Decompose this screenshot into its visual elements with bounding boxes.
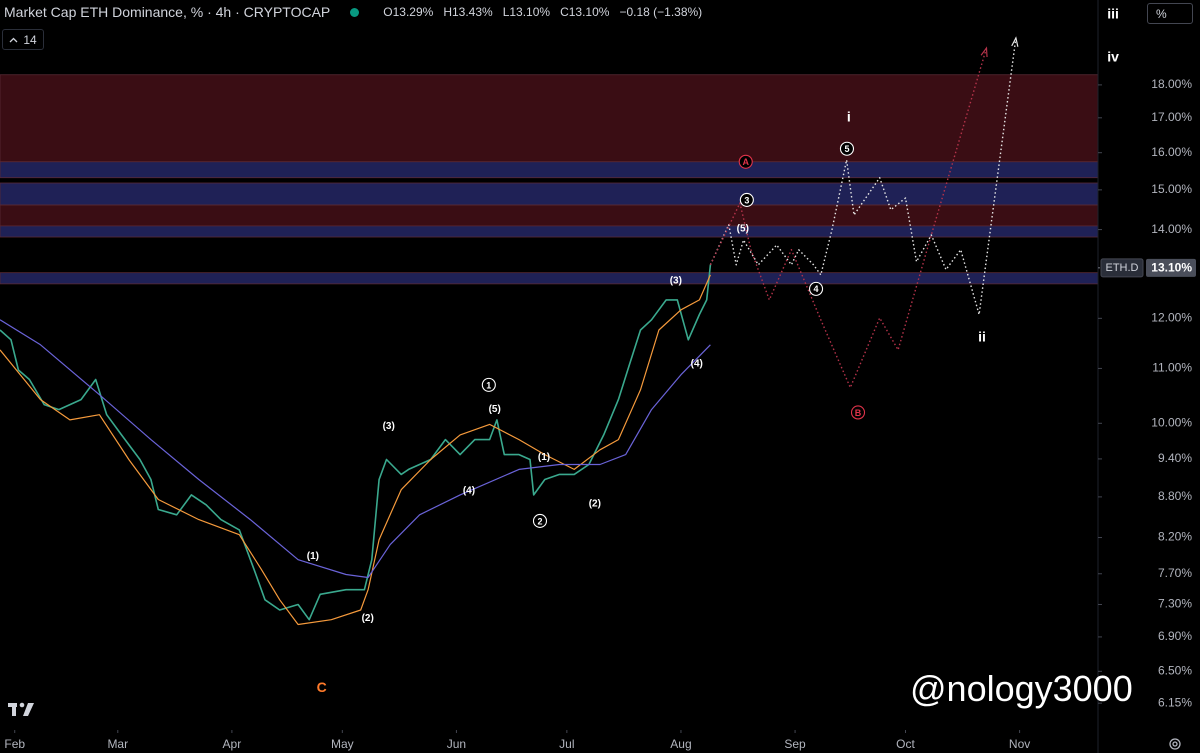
y-tick-label: 8.20% xyxy=(1158,530,1192,544)
y-tick-label: 9.40% xyxy=(1158,451,1192,465)
zone xyxy=(0,161,1099,179)
series-line xyxy=(709,47,988,389)
wave-label: (4) xyxy=(463,485,475,496)
chevron xyxy=(9,37,18,42)
tv-logo xyxy=(8,702,34,716)
y-tick-label: 7.30% xyxy=(1158,597,1192,611)
wave-circle xyxy=(850,405,866,420)
ohlc-change: −0.18 (−1.38%) xyxy=(619,5,703,19)
indicator-toggle[interactable]: 14 xyxy=(2,29,44,50)
wave-label: (1) xyxy=(307,551,319,562)
wave-label: 3 xyxy=(744,195,749,205)
y-tick-label: 15.00% xyxy=(1151,182,1192,196)
legend-header: Market Cap ETH Dominance, % · 4h · CRYPT… xyxy=(4,4,702,20)
wave-label: C xyxy=(317,679,327,695)
wave-label: i xyxy=(847,108,851,124)
y-tick-label: 8.80% xyxy=(1158,489,1192,503)
y-tick-label: 6.90% xyxy=(1158,629,1192,643)
x-tick-label: Jun xyxy=(447,737,466,751)
y-tick-label: 17.00% xyxy=(1151,110,1192,124)
wave-label: 5 xyxy=(844,144,849,154)
y-tick-label: 6.50% xyxy=(1158,663,1192,677)
wave-label: 2 xyxy=(537,516,542,526)
watermark: @nology3000 xyxy=(910,668,1133,709)
percent-label: % xyxy=(1156,6,1167,21)
ohlc-open: O13.29% xyxy=(383,5,434,19)
wave-circle xyxy=(808,281,824,296)
x-tick-label: Feb xyxy=(4,737,25,751)
price-tag-label: 13.10% xyxy=(1151,261,1192,275)
x-tick-label: Apr xyxy=(223,737,242,751)
arrow-head xyxy=(980,46,988,58)
y-tick-label: 11.00% xyxy=(1152,361,1192,375)
symbol-title[interactable]: Market Cap ETH Dominance, % · 4h · CRYPT… xyxy=(4,4,331,20)
wave-label: (2) xyxy=(589,498,601,509)
x-tick-label: Jul xyxy=(559,737,574,751)
series-line xyxy=(0,319,711,579)
wave-circle xyxy=(481,377,496,392)
symbol-tag-label: ETH.D xyxy=(1106,262,1139,274)
zone xyxy=(0,182,1099,206)
indicator-count: 14 xyxy=(23,32,37,47)
wave-label: iv xyxy=(1107,49,1119,65)
x-tick-label: Mar xyxy=(107,737,128,751)
y-tick-label: 16.00% xyxy=(1151,145,1192,159)
wave-label: (3) xyxy=(383,421,395,432)
series-line xyxy=(0,264,712,621)
y-tick-label: 10.00% xyxy=(1151,415,1192,429)
x-tick-label: Nov xyxy=(1009,737,1030,751)
zone xyxy=(0,204,1099,227)
y-tick-label: 7.70% xyxy=(1158,566,1192,580)
wave-label: B xyxy=(855,408,862,418)
wave-circle xyxy=(839,141,855,156)
wave-label: iii xyxy=(1107,6,1119,22)
wave-label: (5) xyxy=(737,224,749,235)
wave-label: ii xyxy=(978,329,986,345)
wave-label: (4) xyxy=(691,358,703,369)
wave-label: (1) xyxy=(538,452,550,463)
x-tick-label: May xyxy=(331,737,354,751)
price-tag xyxy=(1146,258,1196,277)
wave-label: (2) xyxy=(362,613,374,624)
ohlc-low: L13.10% xyxy=(502,5,551,19)
ohlc-high: H13.43% xyxy=(443,5,493,19)
wave-label: 1 xyxy=(486,380,491,390)
wave-label: 4 xyxy=(814,284,819,294)
settings-icon[interactable] xyxy=(1169,738,1181,750)
y-tick-label: 18.00% xyxy=(1151,77,1192,91)
x-tick-label: Sep xyxy=(784,737,806,751)
series-line xyxy=(709,37,1017,316)
symbol-tag xyxy=(1100,258,1144,278)
arrow-head xyxy=(1011,36,1019,47)
series-line xyxy=(0,274,711,626)
y-tick-label: 12.00% xyxy=(1151,311,1192,325)
y-tick-label: 14.00% xyxy=(1151,222,1192,236)
market-status xyxy=(350,7,360,17)
wave-circle xyxy=(532,513,548,528)
wave-label: A xyxy=(742,157,749,167)
ohlc-close: C13.10% xyxy=(560,5,610,19)
zone xyxy=(0,225,1099,238)
zone xyxy=(0,74,1099,163)
zone xyxy=(0,272,1099,285)
x-tick-label: Oct xyxy=(896,737,915,751)
y-tick-label: 6.15% xyxy=(1158,695,1192,709)
percent-scale-button[interactable]: % xyxy=(1147,3,1193,24)
wave-circle xyxy=(738,154,753,169)
wave-label: (5) xyxy=(489,404,501,415)
wave-label: (3) xyxy=(670,275,682,286)
wave-circle xyxy=(739,192,754,207)
x-tick-label: Aug xyxy=(670,737,691,751)
